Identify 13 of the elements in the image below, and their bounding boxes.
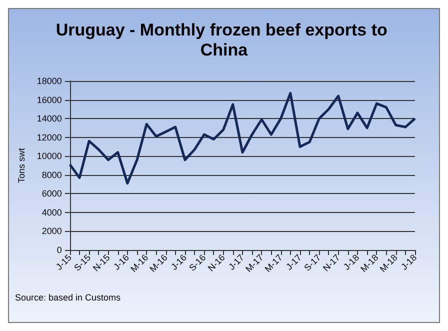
y-axis-title: Tons swt <box>16 147 26 184</box>
y-tick-label: 10000 <box>36 151 62 162</box>
y-tick-label: 6000 <box>42 188 62 199</box>
chart-title: Uruguay - Monthly frozen beef exports to China <box>56 20 392 60</box>
y-tick-label: 2000 <box>42 226 62 236</box>
y-tick-label: 12000 <box>36 132 62 142</box>
y-tick-label: 4000 <box>42 207 62 218</box>
y-tick-label: 8000 <box>42 170 62 180</box>
source-note: Source: based in Customs <box>15 292 122 302</box>
y-tick-label: 16000 <box>36 94 62 105</box>
y-tick-label: 18000 <box>36 76 62 86</box>
y-tick-label: 0 <box>56 245 62 255</box>
y-tick-label: 14000 <box>36 114 62 124</box>
